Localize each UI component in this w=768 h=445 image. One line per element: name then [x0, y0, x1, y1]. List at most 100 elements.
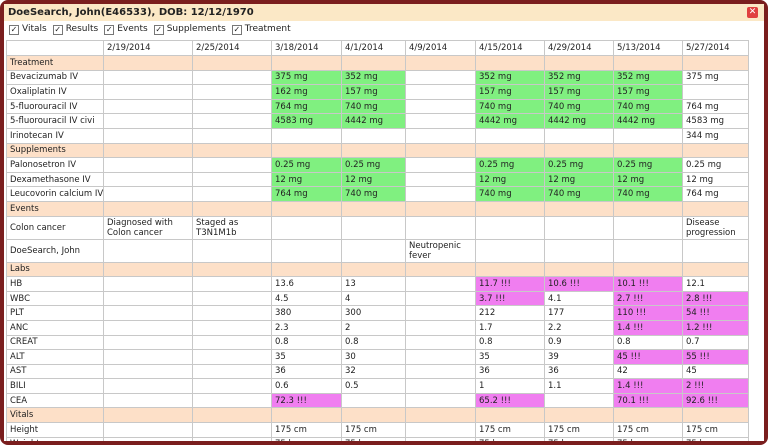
data-row: ALT 35 30 35 39 45 !!! 55 !!! [6, 349, 749, 365]
section-cell [271, 407, 342, 424]
checkbox[interactable]: ✓ [231, 25, 242, 35]
cell: 75 kg [271, 436, 342, 441]
cell: 764 mg [271, 98, 342, 115]
cell: 12 mg [682, 171, 749, 188]
row-label: AST [6, 363, 104, 380]
cell: 2.3 [271, 319, 342, 336]
cell: 12 mg [271, 171, 342, 188]
title-bar: DoeSearch, John(E46533), DOB: 12/12/1970 [4, 4, 764, 21]
section-cell [613, 407, 683, 424]
cell: 4442 mg [341, 113, 406, 129]
cell [405, 69, 476, 86]
checkbox[interactable]: ✓ [104, 25, 115, 35]
cell: 157 mg [475, 84, 545, 100]
cell: 157 mg [544, 84, 614, 100]
cell [682, 84, 749, 100]
cell: 740 mg [341, 98, 406, 115]
cell: 0.25 mg [475, 157, 545, 173]
cell: 0.25 mg [613, 157, 683, 173]
section-cell [682, 407, 749, 424]
data-row: BILI 0.6 0.5 1 1.1 1.4 !!! 2 !!! [6, 378, 749, 394]
cell [475, 215, 545, 240]
cell: 32 [341, 363, 406, 380]
cell [103, 349, 193, 365]
cell [103, 392, 193, 409]
section-name: Labs [6, 261, 104, 278]
title: DoeSearch, John(E46533), DOB: 12/12/1970 [8, 7, 254, 18]
cell [405, 392, 476, 409]
cell [103, 127, 193, 144]
filter[interactable]: ✓ Supplements [152, 24, 226, 35]
filter[interactable]: ✓ Results [51, 24, 99, 35]
cell [192, 69, 272, 86]
row-label: Palonosetron IV [6, 157, 104, 173]
cell [103, 84, 193, 100]
checkbox[interactable]: ✓ [153, 25, 164, 35]
cell: 42 [613, 363, 683, 380]
cell: 35 [475, 349, 545, 365]
cell: 764 mg [271, 186, 342, 202]
cell: 4.1 [544, 290, 614, 307]
filter-label: Results [65, 24, 99, 34]
cell: 54 !!! [682, 305, 749, 321]
cell [271, 238, 342, 263]
cell [103, 290, 193, 307]
column-header: 5/13/2014 [613, 40, 683, 56]
cell: 4442 mg [613, 113, 683, 129]
cell: 0.8 [613, 334, 683, 351]
cell: 740 mg [544, 98, 614, 115]
cell: 740 mg [475, 98, 545, 115]
cell [405, 215, 476, 240]
section-cell [613, 200, 683, 217]
cell [341, 127, 406, 144]
cell: 157 mg [613, 84, 683, 100]
section-row: Treatment [6, 55, 749, 71]
data-row: CEA 72.3 !!! 65.2 !!! 70.1 !!! 92.6 !!! [6, 392, 749, 409]
filter[interactable]: ✓ Treatment [230, 24, 291, 35]
section-row: Events [6, 200, 749, 217]
cell: 375 mg [682, 69, 749, 86]
section-cell [271, 261, 342, 278]
cell: 36 [544, 363, 614, 380]
cell: 0.7 [682, 334, 749, 351]
row-label: Weight [6, 436, 104, 441]
cell [405, 378, 476, 394]
cell: 352 mg [544, 69, 614, 86]
section-cell [271, 200, 342, 217]
section-cell [544, 142, 614, 159]
filter[interactable]: ✓ Events [102, 24, 148, 35]
section-cell [682, 55, 749, 71]
cell [192, 422, 272, 438]
cell [192, 127, 272, 144]
row-label: ALT [6, 349, 104, 365]
cell [544, 127, 614, 144]
cell: 12 mg [544, 171, 614, 188]
section-cell [341, 261, 406, 278]
cell [341, 238, 406, 263]
checkbox[interactable]: ✓ [9, 25, 19, 35]
filter[interactable]: ✓ Vitals [7, 24, 47, 35]
cell: 35 [271, 349, 342, 365]
filter-bar: ✓ Vitals ✓ Results ✓ Events ✓ Supplements ✓ Treat… [4, 21, 764, 37]
cell [405, 186, 476, 202]
section-name: Supplements [6, 142, 104, 159]
close-button[interactable]: ✕ [747, 7, 758, 18]
cell: 175 cm [613, 422, 683, 438]
cell: 1.1 [544, 378, 614, 394]
checkbox[interactable]: ✓ [52, 25, 63, 35]
cell: 72.3 !!! [271, 392, 342, 409]
data-row: HB 13.6 13 11.7 !!! 10.6 !!! 10.1 !!! 12.1 [6, 276, 749, 292]
cell: 0.8 [475, 334, 545, 351]
cell: 2.2 [544, 319, 614, 336]
cell: 0.25 mg [271, 157, 342, 173]
cell [405, 334, 476, 351]
cell: 12 mg [475, 171, 545, 188]
cell [103, 98, 193, 115]
row-label: DoeSearch, John [6, 238, 104, 263]
cell: 352 mg [341, 69, 406, 86]
cell: 0.25 mg [341, 157, 406, 173]
cell: 0.8 [341, 334, 406, 351]
section-cell [103, 407, 193, 424]
cell: 740 mg [341, 186, 406, 202]
section-cell [192, 407, 272, 424]
